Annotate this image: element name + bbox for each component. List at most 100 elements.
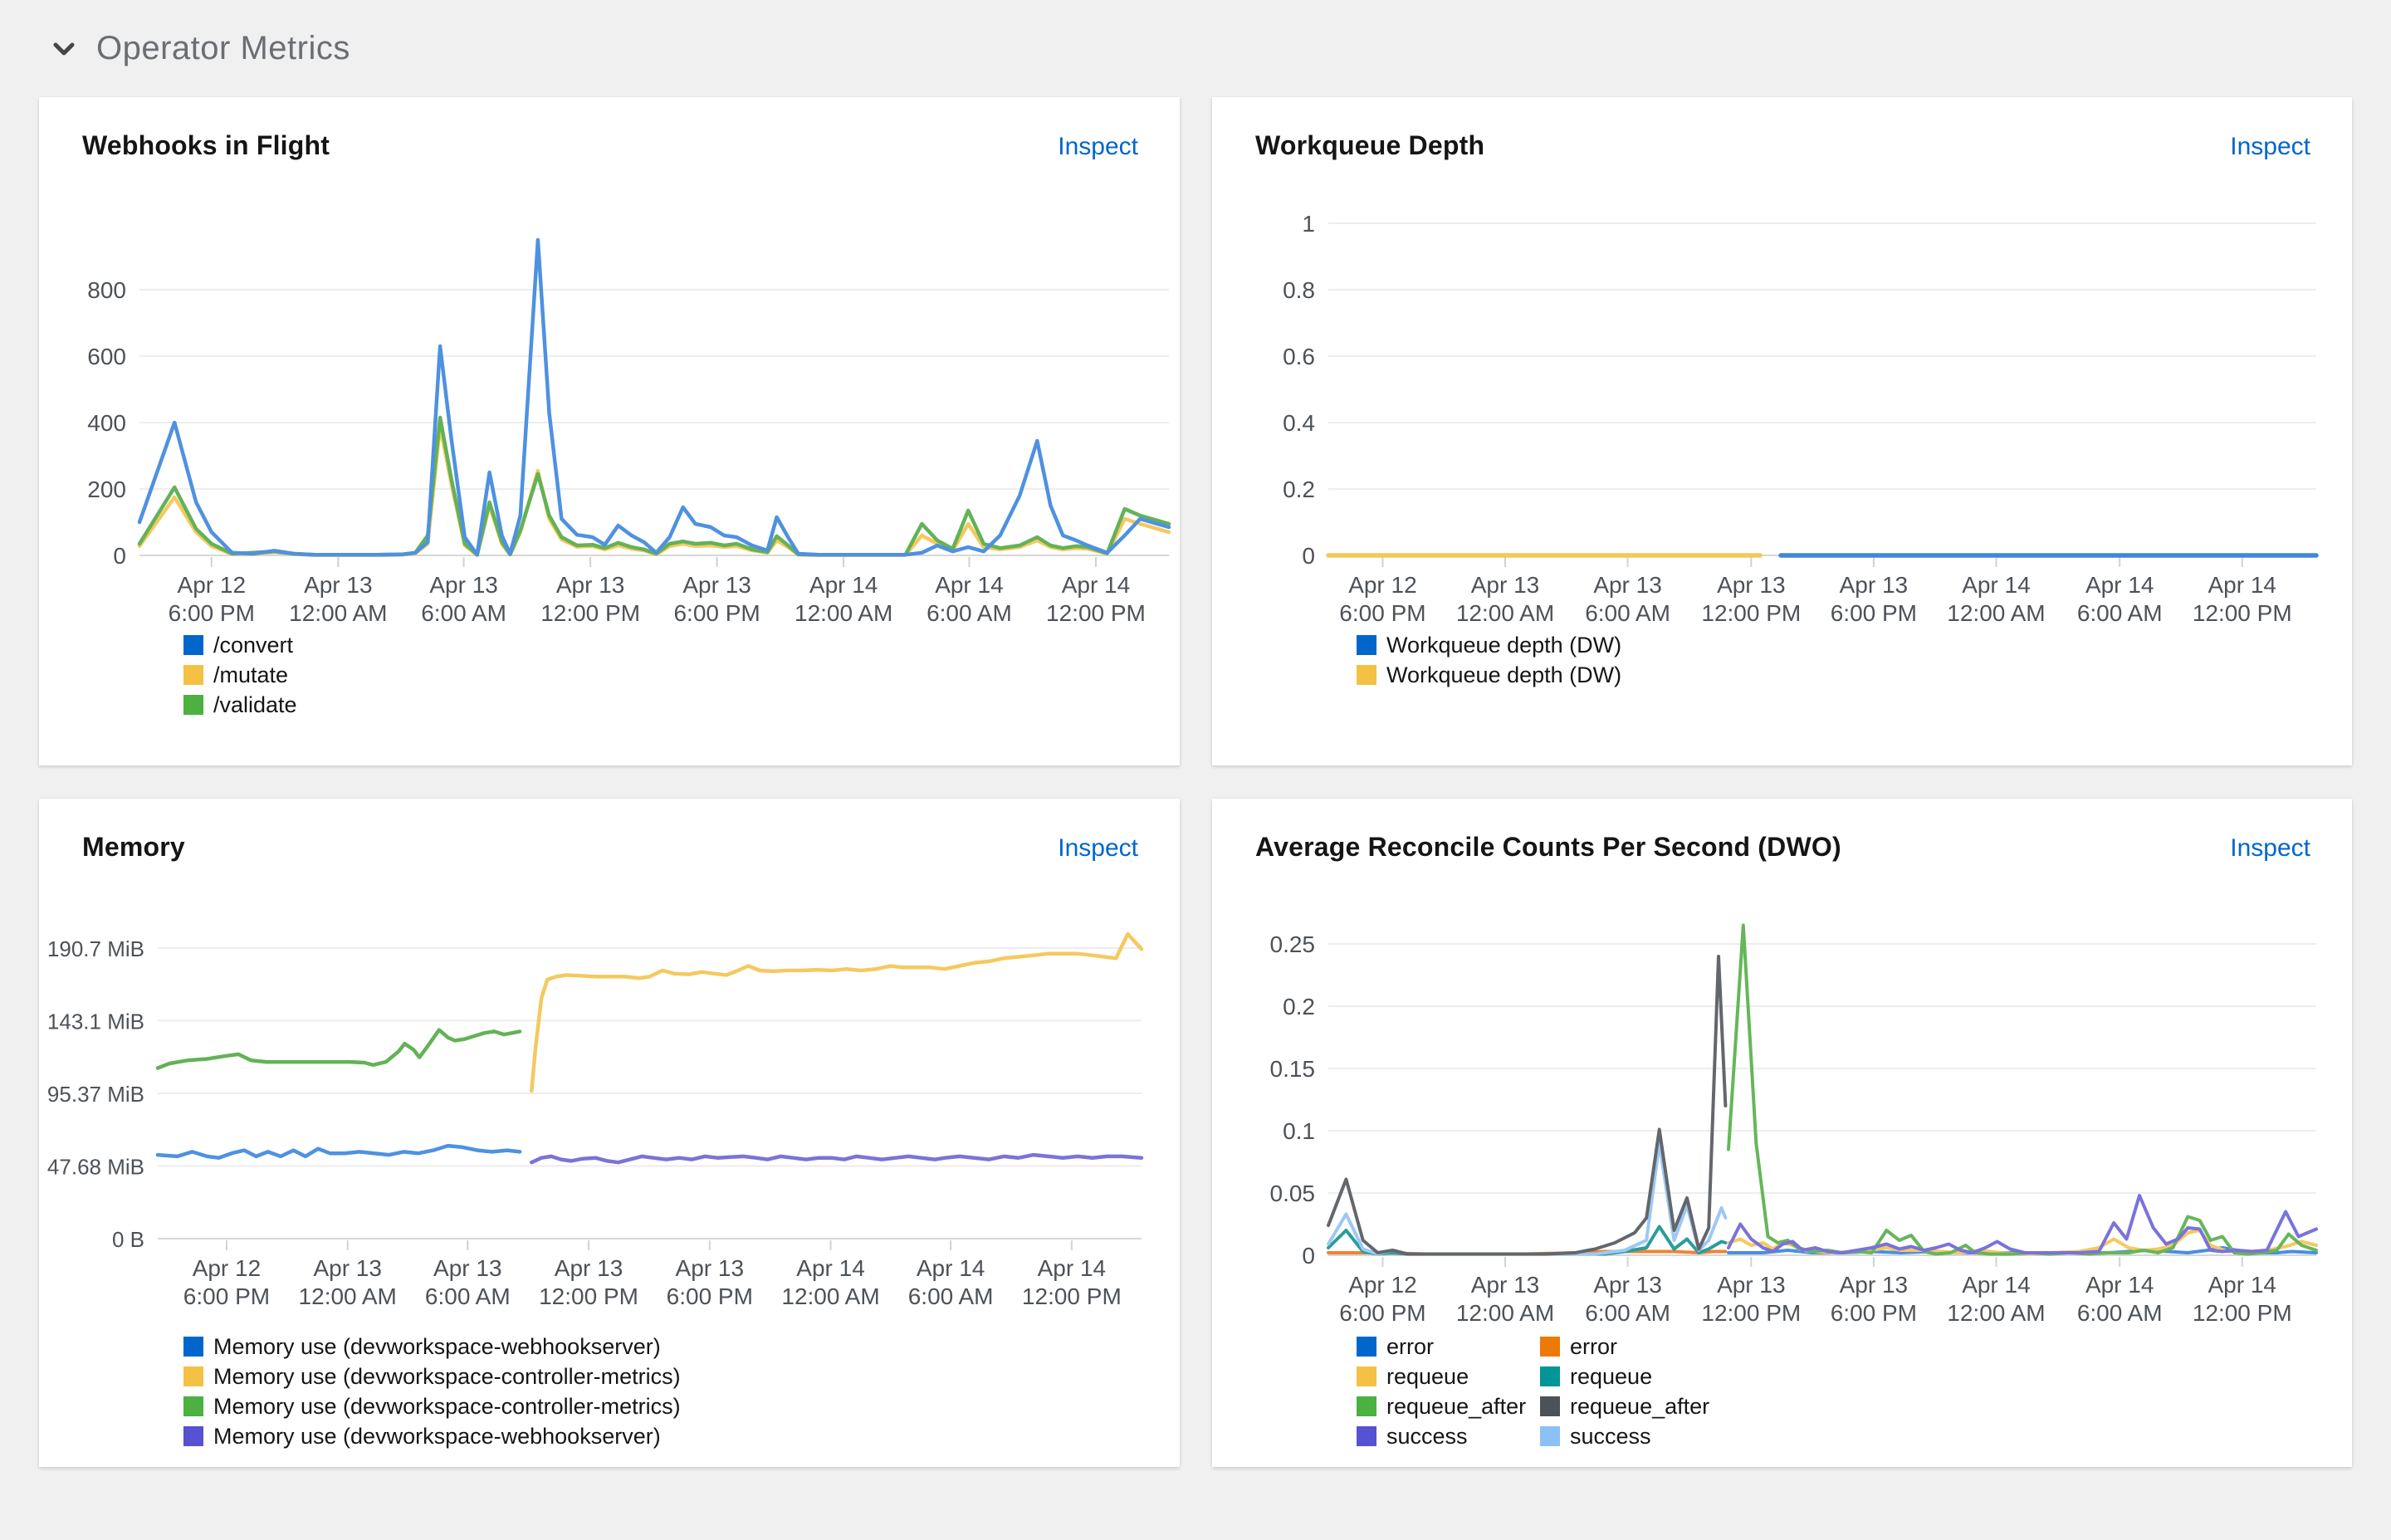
x-tick-label: 12:00 AM: [781, 1283, 879, 1309]
legend-swatch-icon: [183, 695, 203, 715]
y-tick-label: 190.7 MiB: [47, 936, 144, 961]
card-workqueue-depth: Workqueue Depth Inspect 0 0.2 0.4 0.6 0.8 1 Ap…: [1212, 97, 2352, 765]
legend-item: success: [1357, 1421, 1540, 1451]
inspect-link[interactable]: Inspect: [2230, 133, 2310, 160]
legend-column: error requeue requeue_after success: [1357, 1332, 1540, 1451]
inspect-link[interactable]: Inspect: [1058, 133, 1138, 160]
legend-swatch-icon: [183, 1366, 203, 1386]
legend-item: requeue_after: [1357, 1391, 1540, 1421]
legend-swatch-icon: [1540, 1396, 1560, 1416]
section-title: Operator Metrics: [96, 30, 350, 66]
legend-swatch-icon: [183, 1337, 203, 1357]
x-tick-label: Apr 14: [796, 1255, 865, 1281]
series--convert: [137, 237, 1171, 557]
chevron-down-icon: [50, 35, 78, 63]
x-tick-label: Apr 12: [1348, 572, 1417, 598]
x-tick-label: Apr 14: [1962, 1272, 2031, 1298]
legend-memory: Memory use (devworkspace-webhookserver) M…: [183, 1332, 681, 1451]
x-tick-label: 6:00 AM: [2077, 600, 2163, 626]
card-header: Average Reconcile Counts Per Second (DWO…: [1212, 799, 2352, 865]
x-tick-label: 12:00 AM: [1456, 1300, 1554, 1326]
y-tick-label: 200: [87, 477, 126, 502]
section-toggle-operator-metrics[interactable]: Operator Metrics: [50, 30, 350, 67]
legend-item: requeue: [1540, 1362, 1709, 1391]
x-tick-label: 6:00 PM: [673, 600, 760, 626]
x-tick-label: 12:00 PM: [2193, 1300, 2292, 1326]
x-tick-label: Apr 13: [1840, 572, 1909, 598]
y-tick-label: 95.37 MiB: [47, 1082, 144, 1107]
legend-label: success: [1570, 1423, 1651, 1449]
x-tick-label: 6:00 AM: [1585, 600, 1670, 626]
x-tick-label: 12:00 PM: [540, 600, 640, 626]
y-tick-label: 600: [87, 344, 126, 369]
legend-item: /mutate: [183, 660, 367, 690]
legend-column: /convert/mutate/validate: [183, 630, 367, 720]
x-tick-label: Apr 14: [1062, 572, 1131, 598]
legend-item: requeue_after: [1540, 1391, 1709, 1421]
x-tick-label: 12:00 AM: [1947, 600, 2045, 626]
legend-swatch-icon: [183, 1426, 203, 1446]
x-tick-label: Apr 13: [433, 1255, 502, 1281]
series--mutate: [137, 423, 1171, 557]
x-tick-label: Apr 13: [676, 1255, 745, 1281]
legend-label: Workqueue depth (DW): [1386, 662, 1622, 687]
legend-swatch-icon: [183, 635, 203, 655]
legend-swatch-icon: [1540, 1337, 1560, 1357]
x-tick-label: Apr 12: [193, 1255, 262, 1281]
x-tick-label: 12:00 PM: [539, 1283, 638, 1309]
x-tick-label: 12:00 AM: [299, 1283, 397, 1309]
x-tick-label: Apr 13: [555, 1255, 623, 1281]
card-memory: Memory Inspect 0 B 47.68 MiB 95.37 MiB 143.…: [39, 799, 1180, 1467]
y-tick-label: 0.2: [1283, 477, 1315, 502]
x-tick-label: Apr 14: [935, 572, 1004, 598]
panel-title: Webhooks in Flight: [82, 130, 330, 160]
y-tick-label: 0.4: [1283, 410, 1315, 436]
x-tick-label: 12:00 PM: [1046, 600, 1146, 626]
x-tick-label: Apr 12: [1348, 1272, 1417, 1298]
x-tick-label: 12:00 PM: [1701, 600, 1801, 626]
x-tick-label: 12:00 PM: [2193, 600, 2292, 626]
y-tick-label: 0.8: [1283, 277, 1315, 303]
x-tick-label: 6:00 AM: [1585, 1300, 1670, 1326]
x-tick-label: Apr 13: [1717, 572, 1786, 598]
legend-item: Memory use (devworkspace-controller-metr…: [183, 1391, 681, 1421]
legend-column: Memory use (devworkspace-webhookserver) M…: [183, 1332, 681, 1451]
x-tick-label: 12:00 AM: [1456, 600, 1554, 626]
y-tick-label: 0.1: [1283, 1118, 1315, 1144]
x-tick-label: Apr 13: [1471, 1272, 1540, 1298]
legend-swatch-icon: [1357, 665, 1376, 685]
x-tick-label: 12:00 PM: [1701, 1300, 1801, 1326]
inspect-link[interactable]: Inspect: [1058, 834, 1138, 862]
y-tick-label: 0.15: [1270, 1056, 1316, 1082]
legend-item: success: [1540, 1421, 1709, 1451]
y-tick-label: 400: [87, 410, 126, 436]
legend-swatch-icon: [1357, 635, 1376, 655]
series-webhookserver-old: [155, 1143, 522, 1160]
x-tick-label: Apr 13: [1593, 1272, 1662, 1298]
inspect-link[interactable]: Inspect: [2230, 834, 2310, 862]
legend-webhooks-in-flight: /convert/mutate/validate: [183, 630, 367, 720]
panel-title: Workqueue Depth: [1255, 130, 1485, 160]
x-tick-label: Apr 14: [2085, 572, 2154, 598]
x-tick-label: Apr 13: [304, 572, 373, 598]
legend-item: error: [1540, 1332, 1709, 1362]
y-tick-label: 47.68 MiB: [47, 1155, 144, 1180]
legend-label: Memory use (devworkspace-webhookserver): [213, 1333, 661, 1359]
x-tick-label: 6:00 PM: [667, 1283, 753, 1309]
legend-label: /validate: [213, 692, 297, 717]
legend-item: Workqueue depth (DW): [1357, 630, 1621, 660]
legend-item: /convert: [183, 630, 367, 660]
card-header: Memory Inspect: [39, 799, 1180, 865]
legend-item: requeue: [1357, 1362, 1540, 1391]
x-tick-label: 12:00 AM: [289, 600, 387, 626]
legend-label: error: [1570, 1333, 1618, 1359]
legend-label: /convert: [213, 632, 294, 658]
series-requeue-after-new: [1727, 923, 2318, 1256]
series-webhookserver-new: [530, 1152, 1144, 1165]
legend-swatch-icon: [1357, 1337, 1376, 1357]
legend-swatch-icon: [183, 665, 203, 685]
y-tick-label: 143.1 MiB: [47, 1009, 144, 1034]
